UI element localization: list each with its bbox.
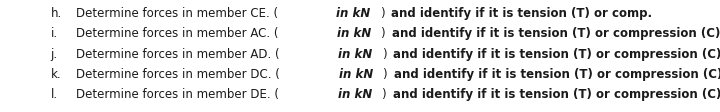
Text: Determine forces in member AC. (: Determine forces in member AC. (	[76, 27, 278, 40]
Text: ): )	[383, 67, 391, 80]
Text: and identify if it is tension (T) or compression (C): and identify if it is tension (T) or com…	[393, 47, 720, 60]
Text: in kN: in kN	[338, 47, 372, 60]
Text: ): )	[381, 7, 389, 20]
Text: Determine forces in member DE. (: Determine forces in member DE. (	[76, 88, 279, 101]
Text: in kN: in kN	[336, 7, 371, 20]
Text: and identify if it is tension (T) or compression (C): and identify if it is tension (T) or com…	[392, 27, 720, 40]
Text: and identify if it is tension (T) or compression (C): and identify if it is tension (T) or com…	[392, 88, 720, 101]
Text: j.: j.	[50, 47, 58, 60]
Text: Determine forces in member AD. (: Determine forces in member AD. (	[76, 47, 279, 60]
Text: k.: k.	[50, 67, 61, 80]
Text: Determine forces in member DC. (: Determine forces in member DC. (	[76, 67, 279, 80]
Text: i.: i.	[50, 27, 58, 40]
Text: in kN: in kN	[338, 67, 373, 80]
Text: and identify if it is tension (T) or comp.: and identify if it is tension (T) or com…	[392, 7, 652, 20]
Text: Determine forces in member CE. (: Determine forces in member CE. (	[76, 7, 278, 20]
Text: ): )	[382, 88, 390, 101]
Text: in kN: in kN	[337, 27, 371, 40]
Text: in kN: in kN	[338, 88, 372, 101]
Text: h.: h.	[50, 7, 62, 20]
Text: l.: l.	[50, 88, 58, 101]
Text: ): )	[382, 47, 391, 60]
Text: ): )	[381, 27, 390, 40]
Text: and identify if it is tension (T) or compression (C): and identify if it is tension (T) or com…	[394, 67, 720, 80]
